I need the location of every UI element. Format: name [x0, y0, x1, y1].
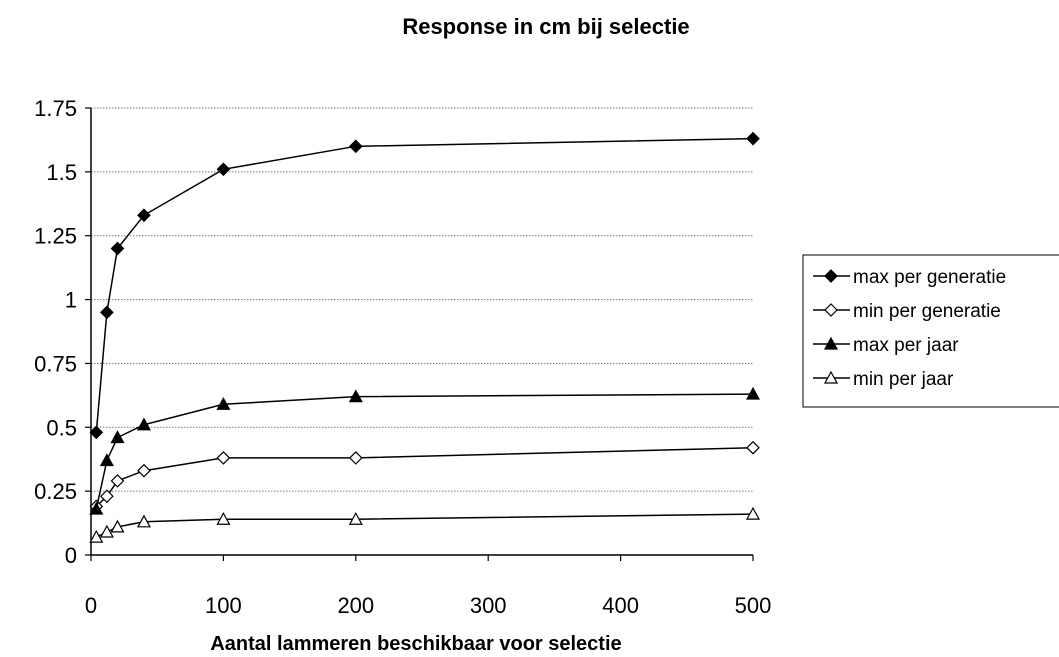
- data-point: [110, 241, 125, 256]
- y-tick-label: 1: [65, 288, 77, 313]
- y-tick-label: 0.25: [34, 479, 77, 504]
- data-point: [746, 131, 760, 146]
- data-point: [100, 305, 114, 320]
- data-point: [348, 511, 363, 525]
- legend-marker: [823, 370, 839, 384]
- y-tick-label: 0: [65, 543, 77, 568]
- data-point: [89, 529, 104, 543]
- series-line: [95, 137, 754, 433]
- legend-box: [802, 254, 1059, 408]
- legend-marker: [823, 336, 839, 350]
- data-point: [137, 208, 151, 223]
- legend-marker: [824, 303, 838, 317]
- legend-item-1: max per generatie: [813, 267, 1006, 288]
- data-point: [110, 519, 125, 533]
- y-tick-label: 1.5: [46, 160, 77, 185]
- data-point: [110, 474, 125, 488]
- data-point: [89, 425, 104, 440]
- legend-item-4: min per jaar: [813, 369, 954, 390]
- data-point: [110, 430, 125, 444]
- chart-title: Response in cm bij selectie: [402, 14, 689, 39]
- data-point: [745, 386, 761, 400]
- data-point: [348, 139, 363, 154]
- x-axis-ticks: 0 100 200 300 400 500: [85, 555, 771, 618]
- gridlines: [91, 107, 753, 492]
- data-point: [136, 514, 151, 528]
- x-tick-label: 300: [470, 593, 507, 618]
- series-group: [89, 131, 761, 543]
- legend-item-2: min per generatie: [813, 301, 1001, 322]
- data-point: [89, 501, 104, 515]
- y-tick-label: 0.75: [34, 351, 77, 376]
- x-axis-label: Aantal lammeren beschikbaar voor selecti…: [210, 633, 621, 655]
- series-line: [95, 446, 754, 508]
- data-point: [216, 451, 231, 465]
- x-tick-label: 200: [337, 593, 374, 618]
- legend: max per generatie min per generatie max pe…: [802, 254, 1059, 408]
- legend-label: min per generatie: [853, 301, 1001, 322]
- data-point: [216, 162, 231, 177]
- series-2: [89, 440, 760, 514]
- axes: [90, 108, 753, 556]
- x-tick-label: 100: [205, 593, 242, 618]
- y-tick-label: 0.5: [46, 415, 77, 440]
- data-point: [745, 506, 761, 520]
- y-axis-ticks: 0 0.25 0.5 0.75 1 1.25 1.5 1.75: [34, 96, 91, 568]
- data-point: [99, 524, 114, 538]
- data-point: [100, 489, 114, 504]
- series-line: [95, 513, 754, 538]
- legend-label: min per jaar: [853, 369, 954, 390]
- legend-label: max per jaar: [853, 335, 959, 356]
- x-tick-label: 400: [602, 593, 639, 618]
- x-tick-label: 500: [735, 593, 772, 618]
- series-3: [89, 386, 761, 515]
- data-point: [216, 397, 231, 410]
- series-line: [95, 393, 754, 510]
- y-tick-label: 1.25: [34, 224, 77, 249]
- legend-marker: [824, 269, 838, 283]
- y-tick-label: 1.75: [34, 96, 77, 121]
- data-point: [746, 440, 760, 455]
- data-point: [348, 389, 363, 403]
- data-point: [348, 451, 363, 465]
- x-tick-label: 0: [85, 593, 97, 618]
- series-4: [89, 506, 761, 543]
- legend-item-3: max per jaar: [813, 335, 959, 356]
- data-point: [136, 417, 151, 431]
- data-point: [216, 511, 231, 525]
- data-point: [137, 463, 151, 478]
- series-1: [89, 131, 760, 440]
- legend-label: max per generatie: [853, 267, 1006, 288]
- data-point: [99, 453, 114, 467]
